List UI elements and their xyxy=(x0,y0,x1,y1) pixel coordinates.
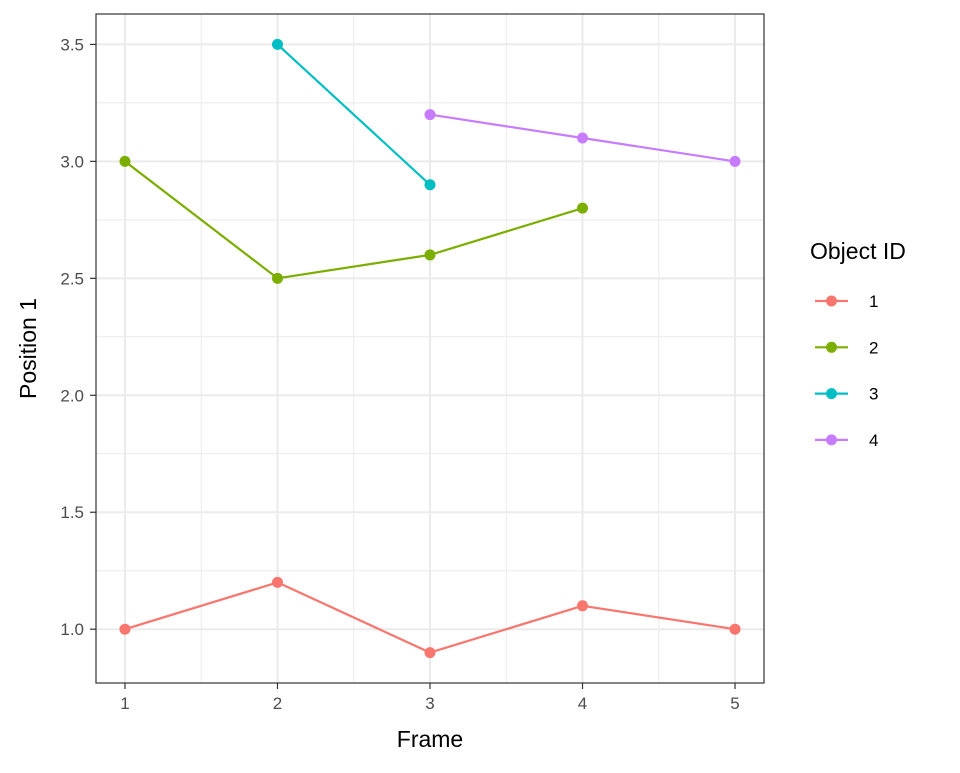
series-4 xyxy=(424,109,741,167)
data-point xyxy=(729,155,741,167)
data-point xyxy=(424,109,436,121)
data-point xyxy=(424,179,436,191)
x-tick-label: 4 xyxy=(578,694,587,713)
series-1 xyxy=(119,576,741,659)
y-tick-label: 3.5 xyxy=(60,35,84,54)
legend-label: 1 xyxy=(869,292,878,311)
major-gridlines xyxy=(96,14,764,683)
data-point xyxy=(424,647,436,659)
y-tick-label: 3.0 xyxy=(60,152,84,171)
y-tick-label: 1.0 xyxy=(60,620,84,639)
x-tick-label: 2 xyxy=(273,694,282,713)
y-tick-label: 2.0 xyxy=(60,386,84,405)
series-line xyxy=(276,43,431,186)
data-point xyxy=(577,132,589,144)
data-point xyxy=(271,272,283,284)
x-axis: 1 2 3 4 5 xyxy=(120,683,740,713)
series-2 xyxy=(119,155,589,284)
data-point xyxy=(577,600,589,612)
legend-label: 2 xyxy=(869,338,878,357)
data-point xyxy=(424,249,436,261)
x-tick-label: 3 xyxy=(425,694,434,713)
data-point xyxy=(119,623,131,635)
y-tick-label: 2.5 xyxy=(60,269,84,288)
series-layer xyxy=(119,38,741,659)
series-3 xyxy=(271,38,436,191)
legend: Object ID 1 2 3 4 xyxy=(810,238,906,450)
data-point xyxy=(271,38,283,50)
legend-key-point xyxy=(826,388,837,400)
x-tick-label: 1 xyxy=(120,694,129,713)
y-axis-title: Position 1 xyxy=(15,298,41,399)
legend-key-point xyxy=(826,295,837,307)
legend-item-3: 3 xyxy=(815,385,878,404)
x-axis-title: Frame xyxy=(397,726,463,752)
legend-key-point xyxy=(826,434,837,446)
data-point xyxy=(729,623,741,635)
legend-label: 4 xyxy=(869,431,878,450)
y-tick-label: 1.5 xyxy=(60,503,84,522)
legend-item-2: 2 xyxy=(815,338,878,357)
legend-key-point xyxy=(826,341,837,353)
series-line xyxy=(124,160,583,280)
legend-item-1: 1 xyxy=(815,292,878,311)
y-axis: 1.0 1.5 2.0 2.5 3.0 3.5 xyxy=(60,35,96,639)
legend-label: 3 xyxy=(869,385,878,404)
data-point xyxy=(119,155,131,167)
data-point xyxy=(271,576,283,588)
legend-title: Object ID xyxy=(810,238,906,264)
x-tick-label: 5 xyxy=(730,694,739,713)
data-point xyxy=(577,202,589,214)
legend-item-4: 4 xyxy=(815,431,878,450)
